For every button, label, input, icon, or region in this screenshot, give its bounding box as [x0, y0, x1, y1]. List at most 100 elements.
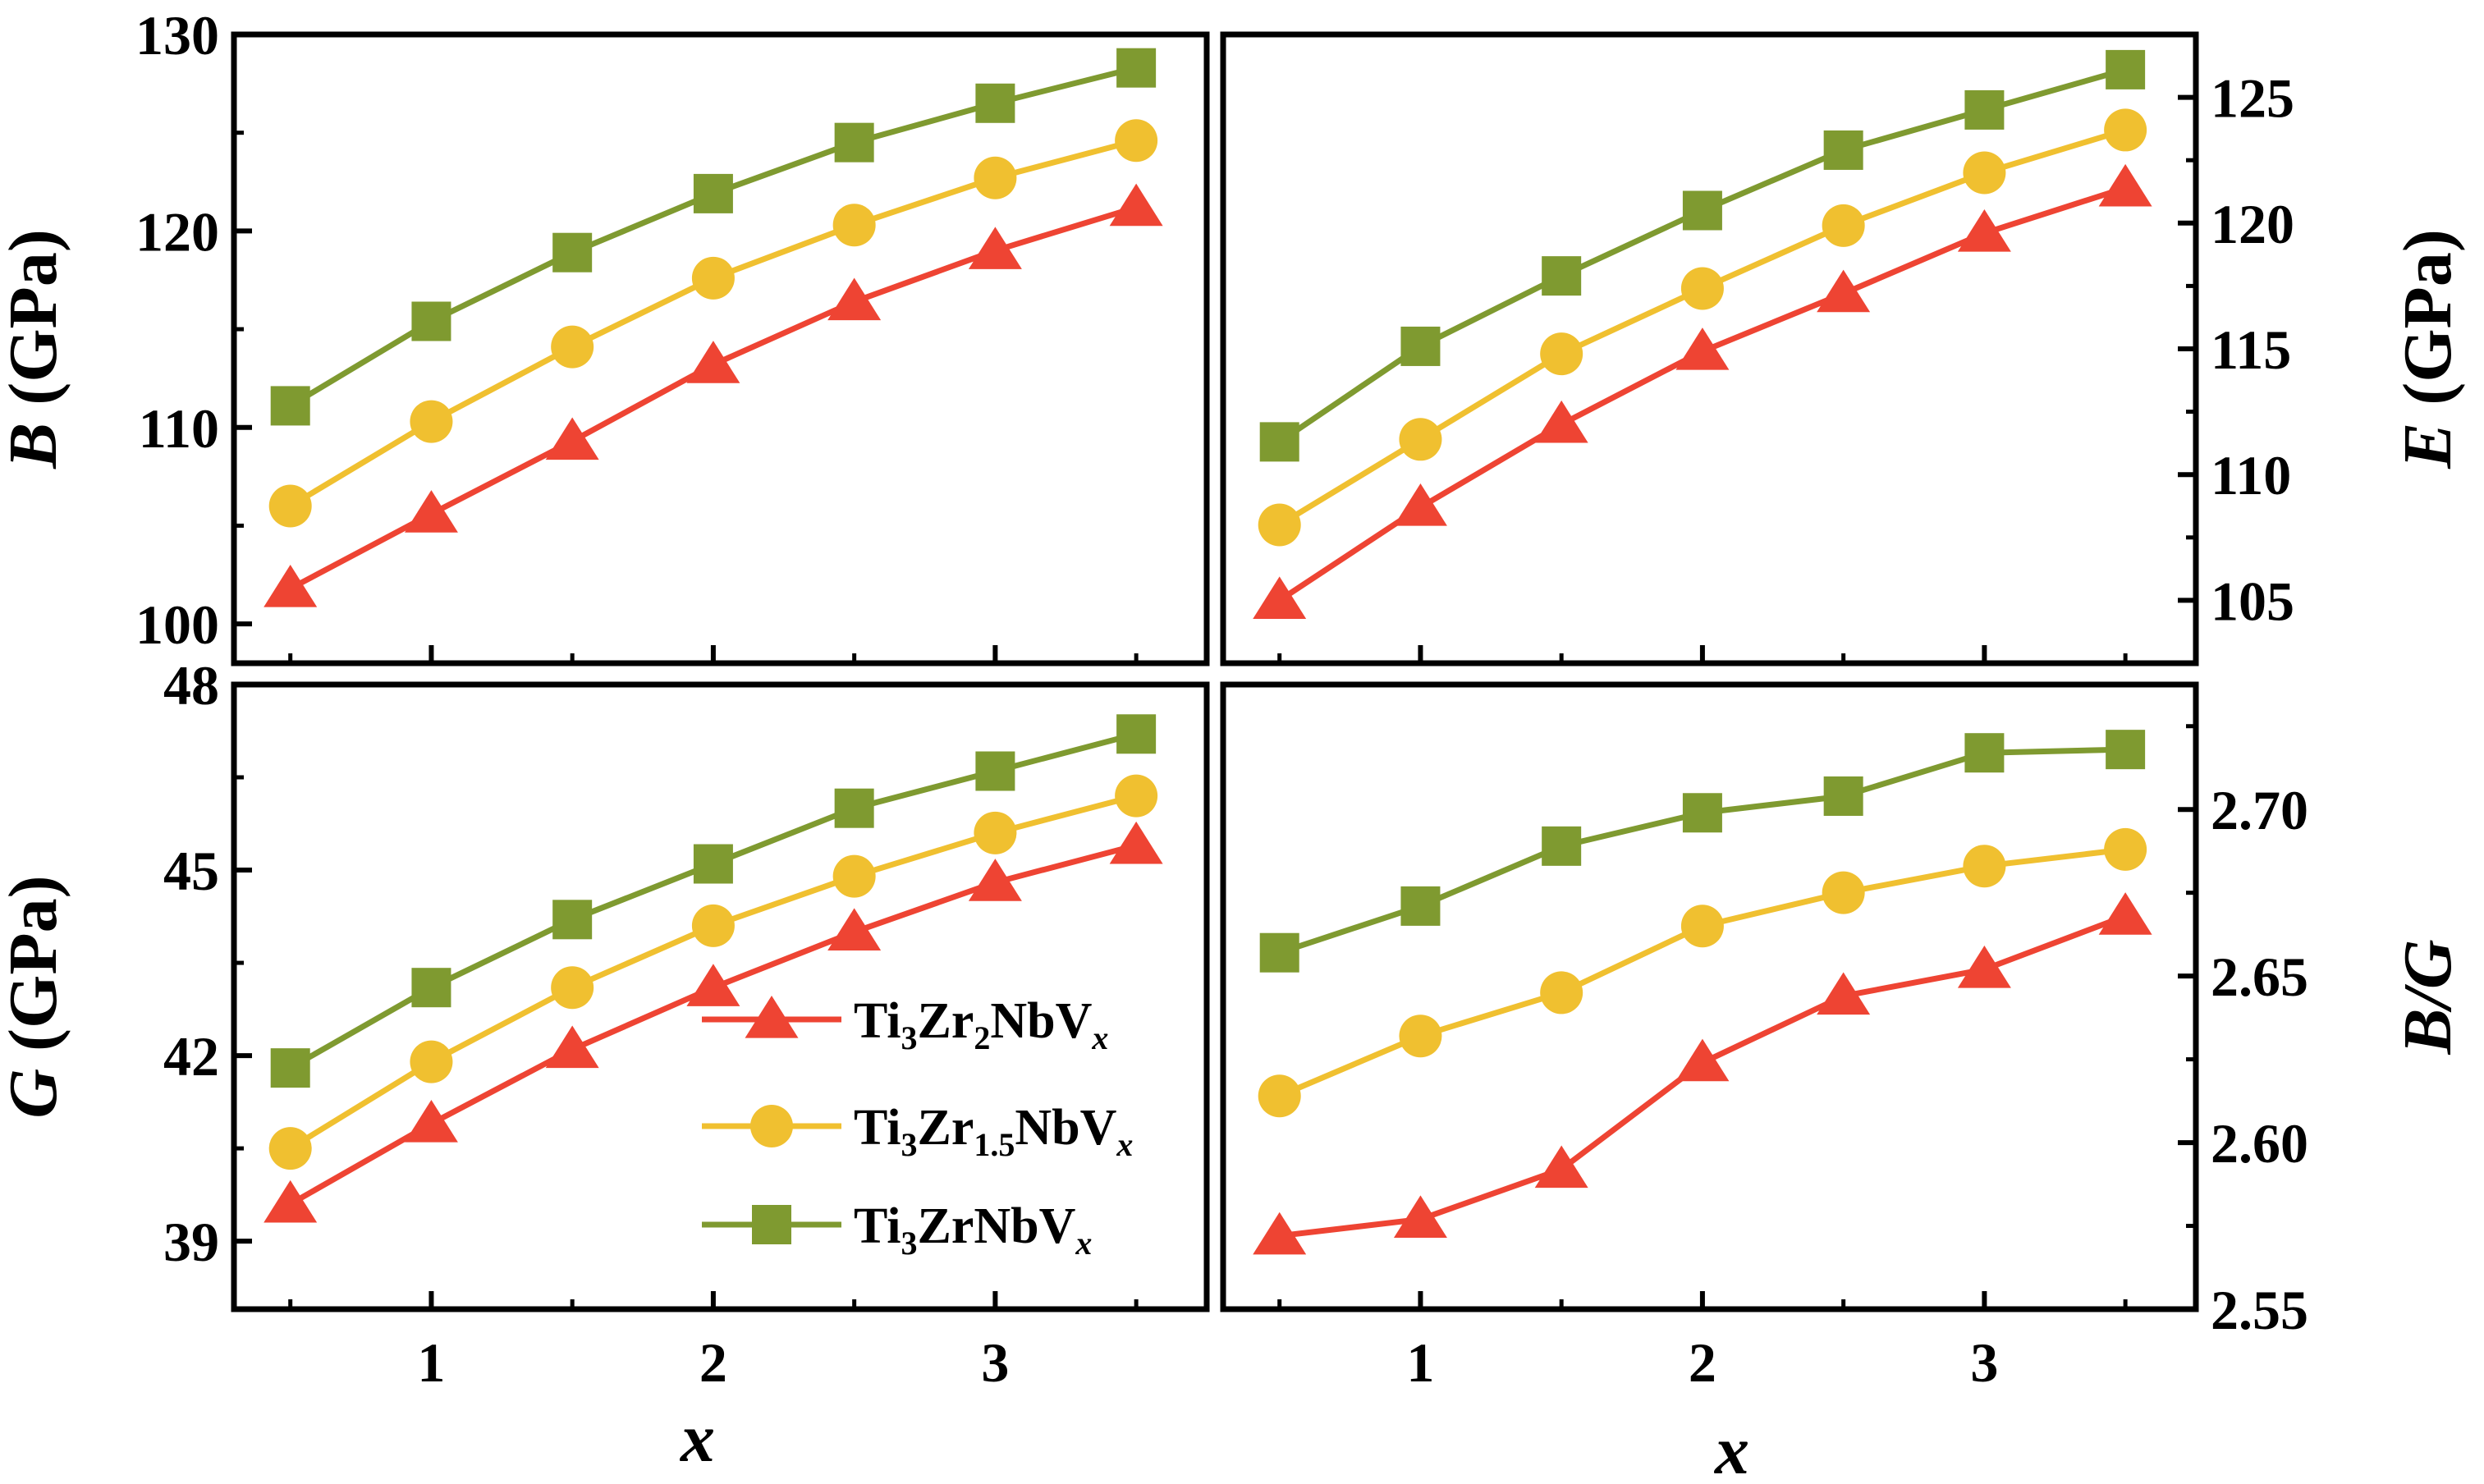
data-point	[1115, 119, 1158, 163]
data-point	[974, 811, 1017, 854]
data-point	[1400, 886, 1441, 926]
series-Ti3Zr2NbVx	[264, 821, 1163, 1223]
y-tick-label: 120	[135, 200, 219, 263]
y-tick-label: 110	[139, 397, 219, 460]
y-tick-label: 125	[2211, 67, 2294, 130]
data-point	[551, 325, 594, 369]
data-point	[1259, 422, 1299, 462]
y-axis-label: B (GPa)	[0, 229, 71, 469]
data-point	[1542, 826, 1582, 866]
data-point	[1109, 183, 1163, 227]
data-point	[1393, 483, 1447, 526]
data-point	[1963, 151, 2006, 195]
y-axis-label: E (GPa)	[2390, 229, 2466, 469]
legend-label: Ti3ZrNbVx	[854, 1198, 1092, 1262]
data-point	[404, 490, 458, 533]
data-point	[1680, 267, 1724, 310]
data-point	[545, 417, 599, 460]
data-point	[1680, 905, 1724, 948]
data-point	[691, 904, 735, 947]
data-point	[1542, 256, 1582, 296]
data-point	[1817, 269, 1871, 313]
data-point	[2106, 49, 2146, 89]
data-point	[974, 156, 1017, 199]
y-tick-label: 2.70	[2211, 779, 2308, 841]
data-point	[1957, 946, 2011, 988]
data-point	[968, 859, 1022, 901]
legend-label: Ti3Zr1.5NbVx	[854, 1100, 1133, 1163]
data-point	[551, 966, 594, 1010]
y-tick-label: 39	[163, 1211, 219, 1273]
data-point	[410, 400, 453, 443]
series-Ti3Zr1.5NbVx	[268, 119, 1158, 528]
x-tick-label: 3	[981, 1331, 1009, 1394]
data-point	[1963, 845, 2006, 888]
plot-frame	[231, 681, 1210, 1312]
data-point	[1964, 733, 2005, 773]
plot-frame	[231, 31, 1210, 666]
data-point	[1823, 776, 1863, 816]
data-point	[1682, 793, 1722, 833]
legend-entry: Ti3Zr2NbVx	[702, 993, 1108, 1056]
legend-marker	[745, 996, 799, 1038]
series-Ti3ZrNbVx	[270, 714, 1157, 1088]
y-tick-label: 2.55	[2211, 1279, 2308, 1341]
data-point	[545, 1025, 599, 1069]
data-point	[270, 386, 310, 426]
data-point	[968, 227, 1022, 269]
data-point	[1540, 332, 1583, 376]
y-tick-label: 120	[2211, 193, 2294, 255]
panel-young-modulus: 105 110 115 120 125 E (GPa)	[1220, 31, 2466, 666]
y-tick-label: 100	[135, 593, 219, 656]
y-tick-label: 115	[2211, 318, 2291, 381]
series-Ti3Zr1.5NbVx	[268, 774, 1158, 1170]
data-point	[827, 277, 882, 321]
data-point	[1115, 774, 1158, 818]
data-point	[827, 908, 882, 951]
legend: Ti3Zr2NbVx Ti3Zr1.5NbVx Ti3ZrNbVx	[702, 993, 1133, 1262]
y-tick-label: 45	[163, 840, 219, 902]
data-point	[1675, 327, 1730, 370]
data-point	[1540, 971, 1583, 1015]
legend-entry: Ti3Zr1.5NbVx	[702, 1100, 1133, 1163]
data-point	[1399, 418, 1442, 461]
data-point	[1534, 400, 1588, 443]
data-point	[268, 484, 312, 528]
x-tick-label: 3	[1970, 1331, 1998, 1394]
data-point	[686, 341, 740, 383]
data-point	[410, 1040, 453, 1083]
data-point	[975, 751, 1015, 791]
x-tick-label: 1	[1406, 1331, 1434, 1394]
legend-entry: Ti3ZrNbVx	[702, 1198, 1092, 1262]
y-tick-label: 105	[2211, 570, 2294, 632]
data-point	[411, 968, 451, 1008]
data-point	[1258, 503, 1301, 547]
x-tick-label: 2	[1689, 1331, 1716, 1394]
data-point	[1253, 1211, 1307, 1255]
data-point	[1259, 932, 1299, 973]
data-point	[404, 1099, 458, 1143]
data-point	[2098, 163, 2152, 207]
y-tick-label: 2.60	[2211, 1112, 2308, 1175]
panel-shear-modulus: 39 42 45 48 1 2 3 G (GPa)	[0, 654, 1210, 1394]
panel-bulk-modulus: 100 110 120 130 B (GPa)	[0, 4, 1210, 666]
data-point	[1682, 190, 1722, 231]
data-point	[834, 122, 874, 163]
data-point	[1957, 209, 2011, 252]
data-point	[1116, 48, 1157, 88]
series-Ti3Zr1.5NbVx	[1258, 108, 2147, 547]
data-point	[1822, 204, 1865, 247]
data-point	[691, 256, 735, 300]
panel-pugh-ratio: 2.55 2.60 2.65 2.70 1 2 3 B/G	[1220, 681, 2466, 1394]
data-point	[832, 204, 876, 247]
data-point	[832, 854, 876, 898]
data-point	[1109, 821, 1163, 864]
x-tick-label: 1	[417, 1331, 445, 1394]
data-point	[693, 844, 733, 884]
legend-marker	[752, 1205, 791, 1244]
y-tick-label: 110	[2211, 444, 2291, 506]
data-point	[975, 83, 1015, 123]
x-axis-labels: x x	[679, 1400, 1749, 1484]
x-axis-label-left: x	[679, 1400, 715, 1477]
